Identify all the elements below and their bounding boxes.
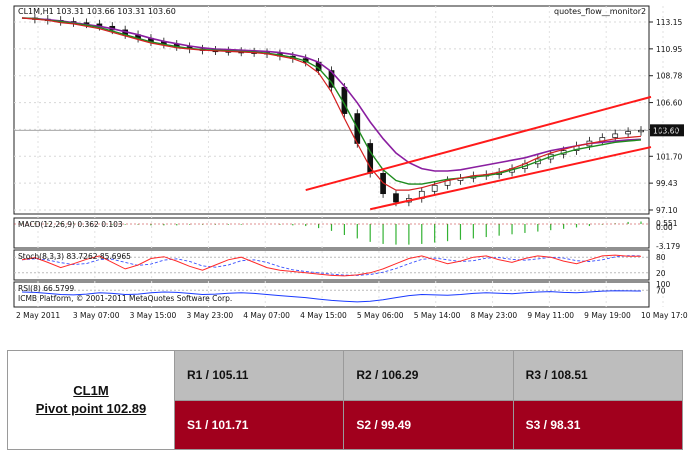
rsi-label: RSI(8) 66.5799 xyxy=(18,284,74,293)
stoch-k-line xyxy=(21,254,641,277)
price-tick-label: 113.15 xyxy=(656,18,682,27)
resistance-3: R3 / 108.51 xyxy=(512,350,684,401)
symbol-line: CL1M,H1 103.31 103.66 103.31 103.60 xyxy=(18,7,176,16)
support-1: S1 / 101.71 xyxy=(173,399,345,450)
price-tick-label: 99.43 xyxy=(656,179,678,188)
channel-lower-line xyxy=(369,146,652,211)
stoch-tick-label: 20 xyxy=(656,269,666,278)
current-price-box xyxy=(650,124,684,137)
price-tick-label: 104.42 xyxy=(656,125,682,134)
time-tick-label: 4 May 15:00 xyxy=(300,311,347,320)
copyright: ICMB Platform, © 2001-2011 MetaQuotes So… xyxy=(18,294,232,303)
resistance-1: R1 / 105.11 xyxy=(173,350,345,401)
macd-pane-frame xyxy=(13,217,650,249)
ma-mid-line xyxy=(21,17,642,185)
candle-body xyxy=(612,133,619,138)
price-tick-label: 97.10 xyxy=(656,206,678,215)
macd-label: MACD(12,26,9) 0.362 0.103 xyxy=(18,220,123,229)
symbol-cell: CL1M Pivot point 102.89 xyxy=(7,350,175,450)
candle-body xyxy=(393,193,399,203)
macd-tick-label: 0.00 xyxy=(656,223,673,232)
ma-fast-line xyxy=(21,17,642,191)
time-tick-label: 3 May 23:00 xyxy=(186,311,233,320)
price-tick-label: 101.70 xyxy=(656,152,682,161)
time-tick-label: 10 May 17:00 xyxy=(641,311,688,320)
price-tick-label: 108.78 xyxy=(656,72,682,81)
time-tick-label: 9 May 19:00 xyxy=(584,311,631,320)
time-tick-label: 5 May 06:00 xyxy=(357,311,404,320)
stoch-pane-frame xyxy=(13,249,650,281)
pivot-table: CL1M Pivot point 102.89 R1 / 105.11 R2 /… xyxy=(7,350,684,450)
support-3: S3 / 98.31 xyxy=(512,399,684,450)
time-tick-label: 3 May 07:00 xyxy=(73,311,120,320)
stoch-d-line xyxy=(21,255,642,276)
price-tick-label: 110.95 xyxy=(656,45,682,54)
price-pane-frame xyxy=(13,5,650,215)
rsi-line xyxy=(21,290,642,303)
time-tick-label: 8 May 23:00 xyxy=(471,311,518,320)
candle-body xyxy=(431,184,438,192)
time-tick-label: 2 May 2011 xyxy=(16,311,60,320)
indicator-name: quotes_flow__monitor2 xyxy=(554,7,646,16)
stoch-label: Stoch(8,3,3) 83.7262 85.6965 xyxy=(18,252,131,261)
rsi-tick-label: 100 xyxy=(656,280,671,289)
pivot-point: Pivot point 102.89 xyxy=(35,401,147,416)
time-tick-label: 3 May 15:00 xyxy=(130,311,177,320)
price-tick-label: 106.60 xyxy=(656,99,682,108)
rsi-tick-label: 70 xyxy=(656,286,666,295)
support-2: S2 / 99.49 xyxy=(343,399,514,450)
candle-body xyxy=(638,129,644,133)
channel-upper-line xyxy=(305,95,652,192)
time-tick-label: 9 May 11:00 xyxy=(527,311,574,320)
macd-tick-label: -3.179 xyxy=(656,242,680,251)
symbol-name: CL1M xyxy=(73,383,109,398)
ma-slow-line xyxy=(21,17,642,172)
rsi-pane-frame xyxy=(13,281,650,308)
candle-body xyxy=(625,131,631,135)
stoch-tick-label: 80 xyxy=(656,253,666,262)
resistance-2: R2 / 106.29 xyxy=(343,350,514,401)
current-price-label: 103.60 xyxy=(653,126,679,135)
price-chart: 103.60 113.15 110.95 108.78 106.60 104.42 101… xyxy=(13,5,688,320)
time-tick-label: 4 May 07:00 xyxy=(243,311,290,320)
time-tick-label: 5 May 14:00 xyxy=(414,311,461,320)
macd-tick-label: 0.551 xyxy=(656,219,678,228)
